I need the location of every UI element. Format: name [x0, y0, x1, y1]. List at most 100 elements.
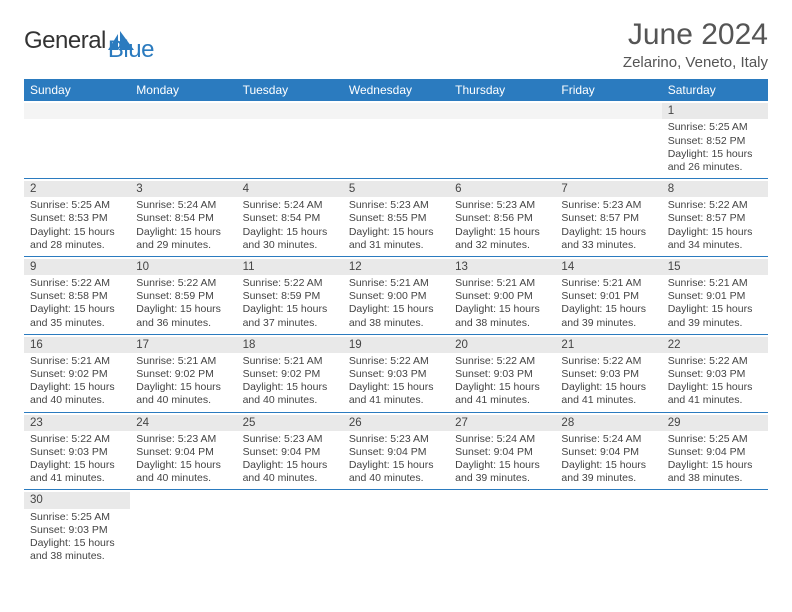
dl1-text: Daylight: 15 hours — [243, 303, 337, 316]
sunrise-text: Sunrise: 5:21 AM — [30, 355, 124, 368]
day-number: 3 — [130, 181, 236, 197]
week-row: 23Sunrise: 5:22 AMSunset: 9:03 PMDayligh… — [24, 413, 768, 491]
sunrise-text: Sunrise: 5:24 AM — [455, 433, 549, 446]
sunset-text: Sunset: 9:03 PM — [30, 524, 124, 537]
sunrise-text: Sunrise: 5:24 AM — [243, 199, 337, 212]
location-label: Zelarino, Veneto, Italy — [623, 54, 768, 71]
sunrise-text: Sunrise: 5:22 AM — [455, 355, 549, 368]
sunrise-text: Sunrise: 5:22 AM — [136, 277, 230, 290]
sunrise-text: Sunrise: 5:22 AM — [30, 433, 124, 446]
calendar-cell: 9Sunrise: 5:22 AMSunset: 8:58 PMDaylight… — [24, 257, 130, 334]
day-number: 11 — [237, 259, 343, 275]
calendar-cell: 2Sunrise: 5:25 AMSunset: 8:53 PMDaylight… — [24, 179, 130, 256]
calendar-cell: 14Sunrise: 5:21 AMSunset: 9:01 PMDayligh… — [555, 257, 661, 334]
day-header: Thursday — [449, 79, 555, 101]
day-number — [237, 103, 343, 119]
calendar-cell-blank — [237, 101, 343, 178]
dl2-text: and 35 minutes. — [30, 317, 124, 330]
calendar-cell-blank — [343, 101, 449, 178]
dl2-text: and 34 minutes. — [668, 239, 762, 252]
dl2-text: and 38 minutes. — [668, 472, 762, 485]
sunrise-text: Sunrise: 5:21 AM — [243, 355, 337, 368]
day-number: 28 — [555, 415, 661, 431]
sunrise-text: Sunrise: 5:21 AM — [455, 277, 549, 290]
calendar-cell: 28Sunrise: 5:24 AMSunset: 9:04 PMDayligh… — [555, 413, 661, 490]
calendar-cell-blank — [662, 490, 768, 567]
week-row: 1Sunrise: 5:25 AMSunset: 8:52 PMDaylight… — [24, 101, 768, 179]
day-number: 12 — [343, 259, 449, 275]
dl2-text: and 36 minutes. — [136, 317, 230, 330]
dl1-text: Daylight: 15 hours — [349, 459, 443, 472]
dl2-text: and 40 minutes. — [136, 472, 230, 485]
day-number: 19 — [343, 337, 449, 353]
day-number: 15 — [662, 259, 768, 275]
dl1-text: Daylight: 15 hours — [561, 381, 655, 394]
sunrise-text: Sunrise: 5:23 AM — [349, 199, 443, 212]
dl2-text: and 41 minutes. — [668, 394, 762, 407]
calendar-cell-blank — [555, 101, 661, 178]
dl2-text: and 41 minutes. — [349, 394, 443, 407]
day-number: 24 — [130, 415, 236, 431]
day-number: 16 — [24, 337, 130, 353]
calendar-cell: 24Sunrise: 5:23 AMSunset: 9:04 PMDayligh… — [130, 413, 236, 490]
day-number: 5 — [343, 181, 449, 197]
dl1-text: Daylight: 15 hours — [455, 459, 549, 472]
day-number: 6 — [449, 181, 555, 197]
dl2-text: and 41 minutes. — [30, 472, 124, 485]
calendar-cell: 26Sunrise: 5:23 AMSunset: 9:04 PMDayligh… — [343, 413, 449, 490]
calendar-cell: 17Sunrise: 5:21 AMSunset: 9:02 PMDayligh… — [130, 335, 236, 412]
calendar-cell: 4Sunrise: 5:24 AMSunset: 8:54 PMDaylight… — [237, 179, 343, 256]
weeks-container: 1Sunrise: 5:25 AMSunset: 8:52 PMDaylight… — [24, 101, 768, 567]
dl2-text: and 40 minutes. — [243, 394, 337, 407]
day-number: 25 — [237, 415, 343, 431]
day-number: 20 — [449, 337, 555, 353]
calendar-cell: 5Sunrise: 5:23 AMSunset: 8:55 PMDaylight… — [343, 179, 449, 256]
day-number: 10 — [130, 259, 236, 275]
calendar-cell: 22Sunrise: 5:22 AMSunset: 9:03 PMDayligh… — [662, 335, 768, 412]
week-row: 2Sunrise: 5:25 AMSunset: 8:53 PMDaylight… — [24, 179, 768, 257]
dl2-text: and 39 minutes. — [455, 472, 549, 485]
day-number — [555, 103, 661, 119]
calendar-cell: 21Sunrise: 5:22 AMSunset: 9:03 PMDayligh… — [555, 335, 661, 412]
dl2-text: and 39 minutes. — [561, 472, 655, 485]
day-header: Monday — [130, 79, 236, 101]
day-number: 21 — [555, 337, 661, 353]
sunrise-text: Sunrise: 5:22 AM — [243, 277, 337, 290]
sunset-text: Sunset: 9:02 PM — [243, 368, 337, 381]
sunrise-text: Sunrise: 5:22 AM — [349, 355, 443, 368]
calendar-cell: 18Sunrise: 5:21 AMSunset: 9:02 PMDayligh… — [237, 335, 343, 412]
calendar-cell: 23Sunrise: 5:22 AMSunset: 9:03 PMDayligh… — [24, 413, 130, 490]
sunrise-text: Sunrise: 5:21 AM — [349, 277, 443, 290]
day-header: Tuesday — [237, 79, 343, 101]
day-number: 22 — [662, 337, 768, 353]
month-title: June 2024 — [623, 18, 768, 52]
calendar-cell-blank — [555, 490, 661, 567]
day-number: 13 — [449, 259, 555, 275]
day-number: 9 — [24, 259, 130, 275]
sunrise-text: Sunrise: 5:21 AM — [668, 277, 762, 290]
week-row: 16Sunrise: 5:21 AMSunset: 9:02 PMDayligh… — [24, 335, 768, 413]
dl1-text: Daylight: 15 hours — [243, 226, 337, 239]
dl1-text: Daylight: 15 hours — [668, 459, 762, 472]
calendar-cell: 10Sunrise: 5:22 AMSunset: 8:59 PMDayligh… — [130, 257, 236, 334]
sunset-text: Sunset: 8:52 PM — [668, 135, 762, 148]
day-number: 8 — [662, 181, 768, 197]
sunrise-text: Sunrise: 5:23 AM — [561, 199, 655, 212]
dl1-text: Daylight: 15 hours — [561, 226, 655, 239]
dl1-text: Daylight: 15 hours — [243, 381, 337, 394]
day-number: 30 — [24, 492, 130, 508]
calendar-cell: 7Sunrise: 5:23 AMSunset: 8:57 PMDaylight… — [555, 179, 661, 256]
dl1-text: Daylight: 15 hours — [136, 459, 230, 472]
calendar-cell: 6Sunrise: 5:23 AMSunset: 8:56 PMDaylight… — [449, 179, 555, 256]
sunrise-text: Sunrise: 5:22 AM — [668, 199, 762, 212]
dl1-text: Daylight: 15 hours — [349, 381, 443, 394]
sunrise-text: Sunrise: 5:24 AM — [561, 433, 655, 446]
day-number — [449, 103, 555, 119]
sunset-text: Sunset: 9:03 PM — [455, 368, 549, 381]
dl1-text: Daylight: 15 hours — [30, 303, 124, 316]
sunset-text: Sunset: 9:04 PM — [136, 446, 230, 459]
sunset-text: Sunset: 9:03 PM — [668, 368, 762, 381]
dl2-text: and 37 minutes. — [243, 317, 337, 330]
calendar-cell-blank — [24, 101, 130, 178]
day-header: Sunday — [24, 79, 130, 101]
